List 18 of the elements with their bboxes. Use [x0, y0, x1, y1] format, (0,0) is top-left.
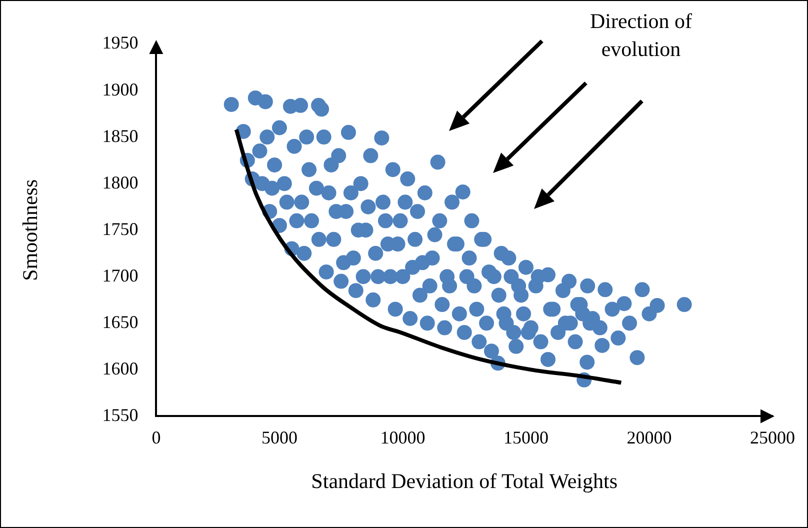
x-tick-label: 10000	[380, 428, 426, 448]
x-tick-label: 15000	[503, 428, 548, 448]
y-axis-title: Smoothness	[18, 179, 42, 281]
x-axis-title: Standard Deviation of Total Weights	[311, 468, 618, 493]
y-tick-label: 1600	[102, 358, 138, 378]
y-tick-label: 1650	[102, 312, 138, 332]
y-tick-label: 1700	[102, 265, 138, 286]
annotation: Direction of evolution	[588, 8, 694, 63]
y-tick-label: 1950	[102, 32, 138, 53]
y-tick-label: 1750	[102, 218, 138, 239]
x-tick-label: 0	[152, 428, 161, 448]
x-tick-label: 25000	[750, 428, 795, 448]
x-tick-label: 5000	[261, 428, 298, 448]
y-tick-label: 1550	[102, 404, 138, 425]
x-tick-label: 20000	[626, 428, 672, 448]
y-tick-label: 1850	[102, 126, 138, 146]
y-tick-label: 1900	[102, 79, 138, 100]
y-tick-label: 1800	[102, 172, 138, 192]
